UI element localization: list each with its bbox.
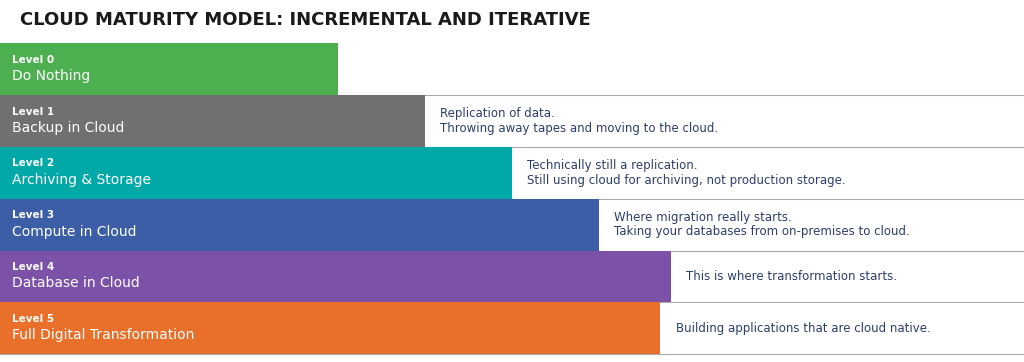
Bar bbox=[0, 147, 512, 199]
Text: CLOUD MATURITY MODEL: INCREMENTAL AND ITERATIVE: CLOUD MATURITY MODEL: INCREMENTAL AND IT… bbox=[20, 11, 591, 29]
Text: Compute in Cloud: Compute in Cloud bbox=[12, 224, 137, 239]
Text: Database in Cloud: Database in Cloud bbox=[12, 277, 140, 290]
Text: Level 0: Level 0 bbox=[12, 55, 54, 65]
Text: Level 4: Level 4 bbox=[12, 262, 54, 272]
Bar bbox=[0, 302, 660, 354]
Text: Backup in Cloud: Backup in Cloud bbox=[12, 121, 125, 135]
Text: Full Digital Transformation: Full Digital Transformation bbox=[12, 328, 195, 342]
Text: Technically still a replication.: Technically still a replication. bbox=[527, 159, 698, 172]
Text: This is where transformation starts.: This is where transformation starts. bbox=[686, 270, 897, 283]
Text: Still using cloud for archiving, not production storage.: Still using cloud for archiving, not pro… bbox=[527, 174, 846, 186]
Bar bbox=[0, 199, 599, 251]
Text: Where migration really starts.: Where migration really starts. bbox=[614, 211, 793, 224]
Text: Replication of data.: Replication of data. bbox=[440, 108, 555, 120]
Text: Do Nothing: Do Nothing bbox=[12, 70, 90, 83]
Text: Level 5: Level 5 bbox=[12, 313, 54, 324]
Bar bbox=[0, 95, 425, 147]
Text: Archiving & Storage: Archiving & Storage bbox=[12, 173, 152, 187]
Text: Level 3: Level 3 bbox=[12, 210, 54, 220]
Bar bbox=[0, 43, 338, 95]
Text: Level 2: Level 2 bbox=[12, 158, 54, 168]
Text: Building applications that are cloud native.: Building applications that are cloud nat… bbox=[676, 322, 931, 334]
Text: Taking your databases from on-premises to cloud.: Taking your databases from on-premises t… bbox=[614, 226, 910, 238]
Text: Level 1: Level 1 bbox=[12, 106, 54, 117]
Text: Throwing away tapes and moving to the cloud.: Throwing away tapes and moving to the cl… bbox=[440, 122, 719, 135]
Bar bbox=[0, 251, 671, 302]
